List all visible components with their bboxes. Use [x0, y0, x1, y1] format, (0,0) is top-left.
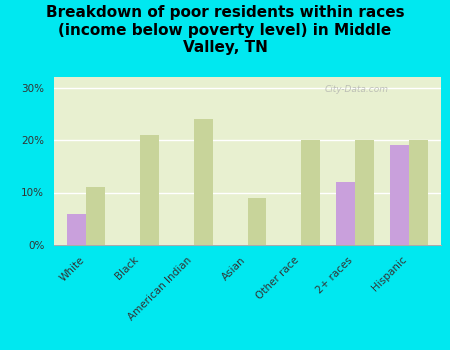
Text: City-Data.com: City-Data.com [325, 85, 389, 94]
Bar [301, 140, 320, 245]
Bar [390, 145, 409, 245]
Bar [336, 182, 355, 245]
Bar [409, 140, 428, 245]
Bar [68, 214, 86, 245]
Bar [355, 140, 374, 245]
Bar [140, 135, 159, 245]
Bar [194, 119, 212, 245]
Bar [86, 187, 105, 245]
Text: Breakdown of poor residents within races
(income below poverty level) in Middle
: Breakdown of poor residents within races… [46, 5, 404, 55]
Bar [248, 198, 266, 245]
